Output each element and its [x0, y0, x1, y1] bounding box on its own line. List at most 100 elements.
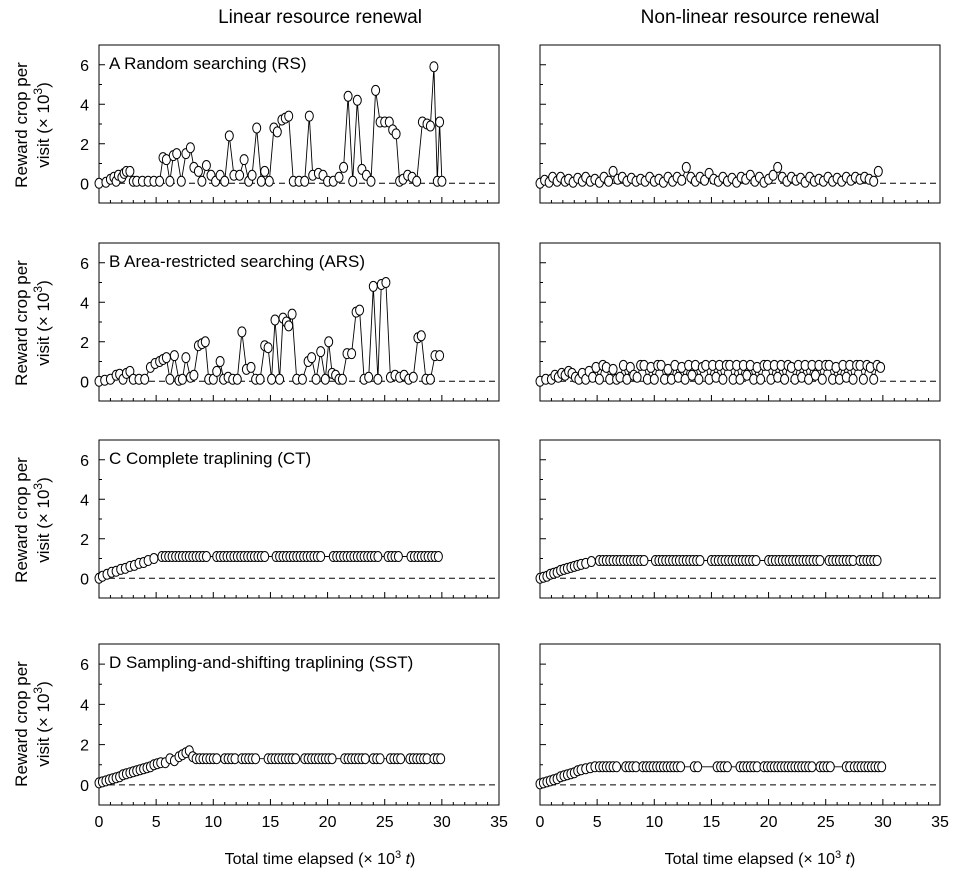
- data-point: [409, 372, 417, 382]
- ylabel-row-a: Reward crop per visit (× 103): [12, 62, 53, 188]
- data-point: [265, 176, 273, 186]
- panel-title: B Area-restricted searching (ARS): [109, 252, 365, 271]
- data-point: [382, 278, 390, 288]
- data-point: [156, 176, 164, 186]
- data-point: [849, 374, 857, 384]
- panel-a-linear: 0 2 4 6 A Random searching (RS): [80, 45, 499, 203]
- panel-title: A Random searching (RS): [109, 54, 306, 73]
- y-tick-label: 2: [80, 137, 89, 154]
- panel-d-linear: 02460 5 10 15 20 25 30 35D Sampling-and-shiftin…: [80, 644, 508, 831]
- data-point: [369, 281, 377, 291]
- data-point: [694, 762, 702, 772]
- data-point: [256, 374, 264, 384]
- data-point: [170, 351, 178, 361]
- x-tick-label: 30: [874, 814, 892, 831]
- y-tick-label: 4: [80, 97, 89, 114]
- x-tick-label: 20: [760, 814, 778, 831]
- data-point: [426, 374, 434, 384]
- data-point: [301, 176, 309, 186]
- data-point: [719, 374, 727, 384]
- data-point: [317, 347, 325, 357]
- panels: 0 2 4 6 A Random searching (RS) 0 2 4 6 B Area-re…: [80, 45, 949, 831]
- data-point: [271, 315, 279, 325]
- ylabel-line1: Reward crop per: [12, 62, 31, 188]
- data-point: [695, 374, 703, 384]
- data-point: [285, 321, 293, 331]
- x-tick-label: 35: [931, 814, 949, 831]
- data-point: [141, 374, 149, 384]
- data-point: [201, 337, 209, 347]
- panel-b-linear: 0 2 4 6 B Area-restricted searching (ARS): [80, 243, 499, 401]
- data-point: [236, 170, 244, 180]
- x-tick-label: 35: [490, 814, 508, 831]
- data-point: [202, 552, 210, 562]
- data-point: [696, 556, 704, 566]
- data-point: [640, 556, 648, 566]
- data-point: [677, 762, 685, 772]
- ylabel-line1: Reward crop per: [12, 661, 31, 787]
- data-point: [238, 327, 246, 337]
- data-point: [757, 374, 765, 384]
- panel-b-nonlinear: [536, 243, 940, 401]
- column-title-nonlinear: Non-linear resource renewal: [641, 7, 880, 28]
- ylabel-row-b: Reward crop per visit (× 103): [12, 260, 53, 386]
- data-point: [397, 754, 405, 764]
- data-point: [335, 172, 343, 182]
- data-point: [221, 176, 229, 186]
- y-tick-label: 4: [80, 697, 89, 714]
- data-point: [436, 117, 444, 127]
- data-point: [312, 374, 320, 384]
- data-point: [367, 176, 375, 186]
- data-point: [361, 754, 369, 764]
- data-point: [426, 121, 434, 131]
- y-tick-label: 0: [80, 176, 89, 193]
- data-point: [257, 176, 265, 186]
- data-point: [150, 554, 158, 564]
- panel-title: C Complete traplining (CT): [109, 449, 311, 468]
- ylabel-line2: visit (× 103): [31, 82, 53, 168]
- data-point: [436, 351, 444, 361]
- data-point: [437, 754, 445, 764]
- y-tick-label: 6: [80, 657, 89, 674]
- y-tick-label: 2: [80, 532, 89, 549]
- data-point: [233, 374, 241, 384]
- ylabel-line1: Reward crop per: [12, 260, 31, 386]
- data-point: [162, 353, 170, 363]
- data-point: [348, 349, 356, 359]
- data-point: [292, 754, 300, 764]
- xlabel-linear: Total time elapsed (× 103 t): [225, 849, 416, 868]
- data-point: [344, 91, 352, 101]
- data-point: [268, 374, 276, 384]
- panel-title: D Sampling-and-shifting traplining (SST): [109, 653, 413, 672]
- data-point: [392, 129, 400, 139]
- ylabel-row-d: Reward crop per visit (× 103): [12, 661, 53, 787]
- data-point: [273, 127, 281, 137]
- data-point: [173, 149, 181, 159]
- data-point: [816, 556, 824, 566]
- data-point: [650, 374, 658, 384]
- data-point: [438, 176, 446, 186]
- data-point: [285, 111, 293, 121]
- data-point: [308, 353, 316, 363]
- panel-c-linear: 0 2 4 6 C Complete traplining (CT): [80, 440, 499, 598]
- x-tick-label: 10: [204, 814, 222, 831]
- y-tick-label: 2: [80, 335, 89, 352]
- data-point: [198, 176, 206, 186]
- data-point: [264, 343, 272, 353]
- y-tick-label: 0: [80, 374, 89, 391]
- data-point: [261, 552, 269, 562]
- data-point: [374, 374, 382, 384]
- data-point: [376, 754, 384, 764]
- data-point: [349, 176, 357, 186]
- y-tick-label: 0: [80, 778, 89, 795]
- data-point: [325, 337, 333, 347]
- data-point: [225, 131, 233, 141]
- data-point: [417, 331, 425, 341]
- data-point: [781, 374, 789, 384]
- data-point: [587, 557, 595, 567]
- ylabel-line2: visit (× 103): [31, 681, 53, 767]
- data-point: [605, 176, 613, 186]
- panel-d-nonlinear: 0 5 10 15 20 25 30 35: [536, 644, 949, 831]
- data-point: [859, 374, 867, 384]
- data-point: [430, 62, 438, 72]
